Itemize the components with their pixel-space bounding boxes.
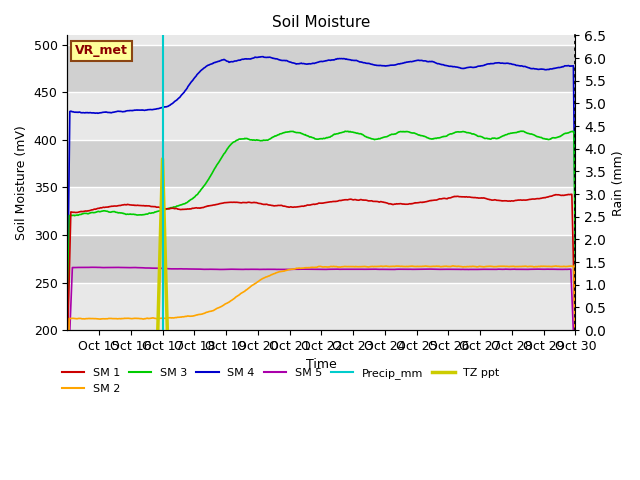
Bar [67,36,575,45]
Bar [67,188,575,235]
SM 5 [460,266,468,272]
Line: SM 1: SM 1 [67,194,575,356]
Line: SM 3: SM 3 [67,131,575,368]
SM 5 [116,264,124,270]
SM 2 [63,417,71,422]
SM 4 [413,58,420,63]
SM 4 [460,65,468,71]
Line: SM 5: SM 5 [67,267,575,394]
SM 1 [115,203,123,208]
SM 1 [269,203,276,208]
Y-axis label: Soil Moisture (mV): Soil Moisture (mV) [15,125,28,240]
Y-axis label: Rain (mm): Rain (mm) [612,150,625,216]
SM 2 [269,271,276,277]
Text: VR_met: VR_met [75,45,128,58]
SM 5 [572,379,579,385]
SM 3 [63,365,71,371]
SM 4 [469,65,477,71]
SM 2 [572,359,579,365]
X-axis label: Time: Time [306,359,337,372]
SM 3 [287,129,295,134]
SM 1 [287,204,295,210]
SM 1 [460,194,467,200]
SM 5 [63,391,71,397]
SM 5 [469,266,477,272]
Bar [67,235,575,283]
SM 2 [287,266,295,272]
Bar [67,92,575,140]
TZ ppt [159,156,166,162]
SM 5 [413,266,420,272]
TZ ppt [154,327,162,333]
Title: Soil Moisture: Soil Moisture [272,15,371,30]
SM 1 [63,353,71,359]
SM 5 [90,264,98,270]
SM 2 [460,264,468,270]
SM 1 [572,344,579,349]
SM 3 [115,210,123,216]
TZ ppt [163,327,171,333]
SM 4 [259,54,267,60]
SM 4 [288,60,296,65]
SM 4 [115,108,123,114]
SM 4 [269,55,277,61]
Line: SM 4: SM 4 [67,57,575,316]
SM 2 [412,264,420,269]
SM 3 [517,128,525,134]
SM 4 [572,244,579,250]
SM 2 [469,264,477,269]
SM 1 [412,200,420,206]
SM 5 [288,266,296,272]
SM 4 [63,313,71,319]
Bar [67,45,575,92]
Line: SM 2: SM 2 [67,266,575,420]
SM 3 [572,275,579,280]
SM 3 [412,131,420,137]
Line: TZ ppt: TZ ppt [158,159,167,330]
Bar [67,283,575,330]
SM 1 [469,194,477,200]
SM 1 [568,192,576,197]
Bar [67,140,575,188]
SM 3 [469,131,477,137]
SM 3 [269,134,276,140]
SM 2 [449,263,457,269]
SM 3 [460,129,467,134]
SM 2 [115,316,123,322]
SM 5 [269,266,277,272]
Legend: SM 1, SM 2, SM 3, SM 4, SM 5, Precip_mm, TZ ppt: SM 1, SM 2, SM 3, SM 4, SM 5, Precip_mm,… [57,364,504,398]
